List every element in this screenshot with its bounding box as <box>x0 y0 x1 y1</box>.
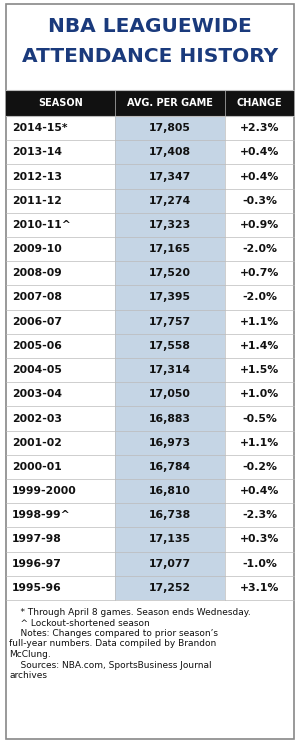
Text: 17,314: 17,314 <box>149 365 191 375</box>
Text: 17,323: 17,323 <box>149 220 191 230</box>
Text: +2.3%: +2.3% <box>240 123 279 133</box>
Bar <box>116 212 225 237</box>
Text: 1995-96: 1995-96 <box>12 583 62 593</box>
Text: 17,757: 17,757 <box>149 317 191 327</box>
Text: Sources: NBA.com, SportsBusiness Journal: Sources: NBA.com, SportsBusiness Journal <box>9 661 211 669</box>
Text: 2007-08: 2007-08 <box>12 293 62 302</box>
Text: 17,395: 17,395 <box>149 293 191 302</box>
Text: 16,738: 16,738 <box>149 510 191 520</box>
Bar <box>116 406 225 431</box>
Bar <box>116 189 225 212</box>
Bar <box>116 334 225 358</box>
Bar <box>116 503 225 528</box>
Bar <box>116 431 225 455</box>
Text: 17,165: 17,165 <box>149 244 191 254</box>
Bar <box>116 479 225 503</box>
Bar <box>116 116 225 140</box>
Text: 17,558: 17,558 <box>149 341 191 351</box>
Bar <box>6 90 294 116</box>
Bar <box>116 358 225 382</box>
Bar <box>116 164 225 189</box>
Text: 2014-15*: 2014-15* <box>12 123 68 133</box>
Text: 1999-2000: 1999-2000 <box>12 486 77 496</box>
Text: 17,520: 17,520 <box>149 268 191 279</box>
Bar <box>116 528 225 551</box>
Text: -2.0%: -2.0% <box>242 244 277 254</box>
Text: 2003-04: 2003-04 <box>12 389 62 399</box>
Text: +0.4%: +0.4% <box>240 172 279 181</box>
Text: full-year numbers. Data compiled by Brandon: full-year numbers. Data compiled by Bran… <box>9 640 216 649</box>
Bar <box>116 455 225 479</box>
Text: 2006-07: 2006-07 <box>12 317 62 327</box>
Text: archives: archives <box>9 671 47 680</box>
Text: 2005-06: 2005-06 <box>12 341 62 351</box>
Text: +1.1%: +1.1% <box>240 317 279 327</box>
Text: +0.4%: +0.4% <box>240 147 279 158</box>
Text: -0.5%: -0.5% <box>242 414 277 424</box>
Bar <box>116 551 225 576</box>
Text: Notes: Changes compared to prior season’s: Notes: Changes compared to prior season’… <box>9 629 218 638</box>
Text: 17,347: 17,347 <box>149 172 191 181</box>
Text: 16,973: 16,973 <box>149 438 191 448</box>
Text: 2004-05: 2004-05 <box>12 365 62 375</box>
Text: 1997-98: 1997-98 <box>12 534 62 545</box>
Text: 2000-01: 2000-01 <box>12 462 62 472</box>
Text: 16,810: 16,810 <box>149 486 191 496</box>
Text: -2.0%: -2.0% <box>242 293 277 302</box>
Bar <box>116 262 225 285</box>
Text: +3.1%: +3.1% <box>240 583 279 593</box>
Text: 2001-02: 2001-02 <box>12 438 62 448</box>
Text: 17,274: 17,274 <box>149 195 191 206</box>
Text: -2.3%: -2.3% <box>242 510 277 520</box>
Text: AVG. PER GAME: AVG. PER GAME <box>127 98 213 108</box>
Text: ^ Lockout-shortened season: ^ Lockout-shortened season <box>9 618 150 628</box>
Bar <box>116 140 225 164</box>
Bar <box>116 576 225 600</box>
Text: +0.9%: +0.9% <box>240 220 279 230</box>
Text: +1.5%: +1.5% <box>240 365 279 375</box>
Text: 17,050: 17,050 <box>149 389 191 399</box>
Text: 2002-03: 2002-03 <box>12 414 62 424</box>
Text: -1.0%: -1.0% <box>242 559 277 568</box>
Text: 1996-97: 1996-97 <box>12 559 62 568</box>
Text: 17,135: 17,135 <box>149 534 191 545</box>
Text: +1.0%: +1.0% <box>240 389 279 399</box>
Text: 17,252: 17,252 <box>149 583 191 593</box>
Text: ATTENDANCE HISTORY: ATTENDANCE HISTORY <box>22 47 278 65</box>
Bar <box>116 382 225 406</box>
Text: McClung.: McClung. <box>9 650 51 659</box>
Text: -0.3%: -0.3% <box>242 195 277 206</box>
Text: 17,805: 17,805 <box>149 123 191 133</box>
Text: 2008-09: 2008-09 <box>12 268 62 279</box>
Text: +1.4%: +1.4% <box>240 341 279 351</box>
Text: +0.4%: +0.4% <box>240 486 279 496</box>
Text: 17,408: 17,408 <box>149 147 191 158</box>
Text: 16,883: 16,883 <box>149 414 191 424</box>
Text: CHANGE: CHANGE <box>237 98 282 108</box>
Text: +1.1%: +1.1% <box>240 438 279 448</box>
Text: +0.3%: +0.3% <box>240 534 279 545</box>
Text: SEASON: SEASON <box>38 98 83 108</box>
Text: 2011-12: 2011-12 <box>12 195 62 206</box>
Text: 16,784: 16,784 <box>149 462 191 472</box>
Bar <box>116 310 225 334</box>
Text: 1998-99^: 1998-99^ <box>12 510 71 520</box>
Text: 2009-10: 2009-10 <box>12 244 62 254</box>
Text: 2013-14: 2013-14 <box>12 147 62 158</box>
Text: +0.7%: +0.7% <box>240 268 279 279</box>
Text: 17,077: 17,077 <box>149 559 191 568</box>
Text: * Through April 8 games. Season ends Wednesday.: * Through April 8 games. Season ends Wed… <box>9 608 251 617</box>
Text: -0.2%: -0.2% <box>242 462 277 472</box>
Text: 2012-13: 2012-13 <box>12 172 62 181</box>
Bar <box>116 285 225 310</box>
Text: NBA LEAGUEWIDE: NBA LEAGUEWIDE <box>48 16 252 36</box>
Text: 2010-11^: 2010-11^ <box>12 220 71 230</box>
Bar <box>116 237 225 262</box>
